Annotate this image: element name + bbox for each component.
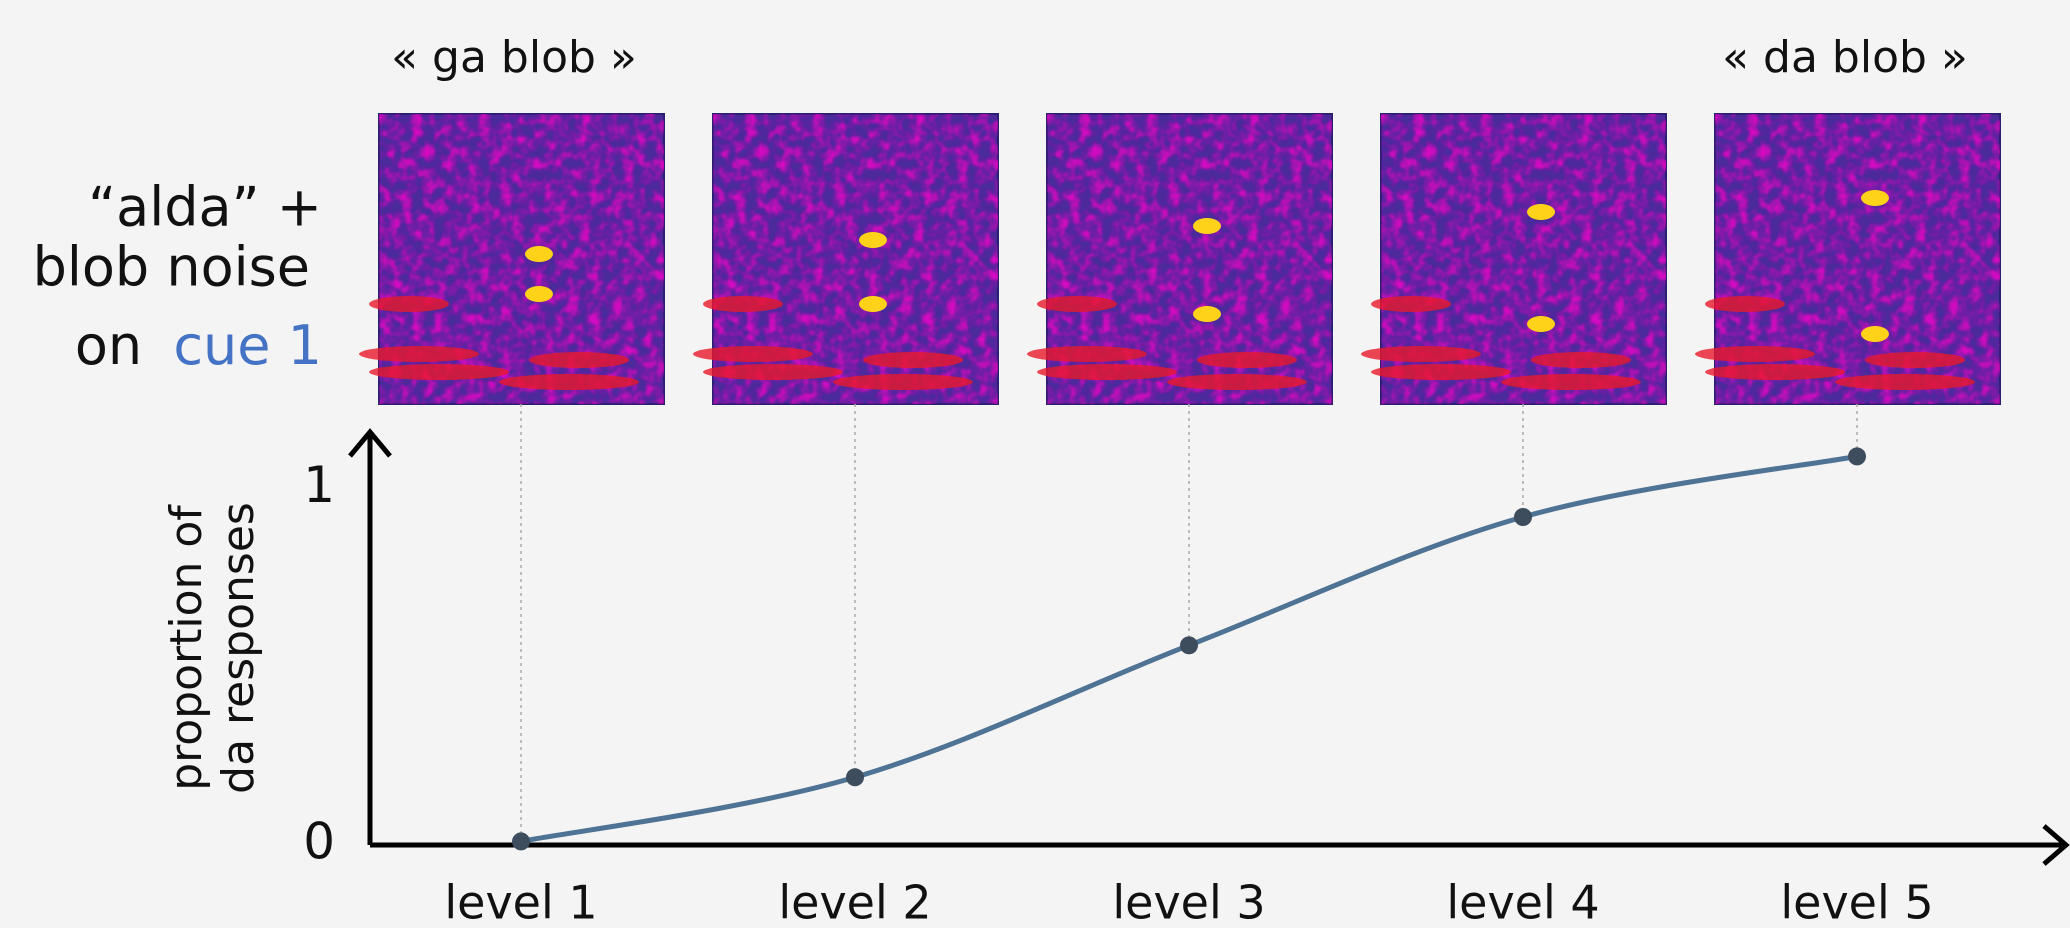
blob: [1193, 218, 1221, 234]
formant: [359, 346, 479, 362]
point: [1848, 447, 1866, 466]
y-arrow: [348, 428, 392, 458]
point: [1180, 636, 1198, 655]
formant: [1865, 352, 1965, 368]
formant: [703, 364, 843, 380]
stimulus-label: on cue 1: [75, 314, 322, 377]
y-tick-label: 1: [303, 456, 335, 514]
blob: [525, 286, 553, 302]
spectrograms: [359, 113, 2001, 405]
formant: [863, 352, 963, 368]
formant: [1705, 296, 1785, 312]
x-tick-label: level 1: [444, 876, 597, 928]
formant: [1361, 346, 1481, 362]
y-label-line: da responses: [213, 502, 264, 794]
stimulus-label: “alda” +: [88, 176, 322, 239]
formant: [1167, 374, 1307, 390]
formant: [369, 364, 509, 380]
blob: [1527, 204, 1555, 220]
x-tick-label: level 5: [1780, 876, 1933, 928]
blob: [1861, 190, 1889, 206]
formant: [1705, 364, 1845, 380]
point: [846, 768, 864, 787]
formant: [1197, 352, 1297, 368]
spectrogram: [693, 113, 999, 405]
y-tick-label: 0: [303, 813, 335, 871]
stimulus-highlight: cue 1: [173, 314, 322, 377]
annotation: « da blob »: [1722, 32, 1968, 83]
y-label: proportion of da responses: [161, 502, 264, 794]
blob: [859, 232, 887, 248]
spectrogram: [1361, 113, 1667, 405]
formant: [833, 374, 973, 390]
x-tick-label: level 4: [1446, 876, 1599, 928]
point: [512, 832, 530, 851]
spectrogram: [1027, 113, 1333, 405]
formant: [703, 296, 783, 312]
blob: [1193, 306, 1221, 322]
blob: [525, 246, 553, 262]
y-label-line: proportion of: [161, 504, 212, 791]
stimulus-label: blob noise: [33, 236, 310, 299]
stimulus-prefix: on: [75, 314, 142, 377]
x-tick-label: level 3: [1112, 876, 1265, 928]
x-tick-label: level 2: [778, 876, 931, 928]
x-arrow: [2042, 824, 2070, 866]
formant: [1531, 352, 1631, 368]
annotation: « ga blob »: [391, 32, 637, 83]
formant: [499, 374, 639, 390]
formant: [1037, 296, 1117, 312]
spectrogram: [1695, 113, 2001, 405]
formant: [1835, 374, 1975, 390]
formant: [1037, 364, 1177, 380]
blob: [859, 296, 887, 312]
blob: [1527, 316, 1555, 332]
formant: [1501, 374, 1641, 390]
formant: [1695, 346, 1815, 362]
formant: [1027, 346, 1147, 362]
point: [1514, 508, 1532, 526]
spectrogram: [359, 113, 665, 405]
blob: [1861, 326, 1889, 342]
formant: [1371, 364, 1511, 380]
formant: [693, 346, 813, 362]
formant: [1371, 296, 1451, 312]
formant: [529, 352, 629, 368]
formant: [369, 296, 449, 312]
